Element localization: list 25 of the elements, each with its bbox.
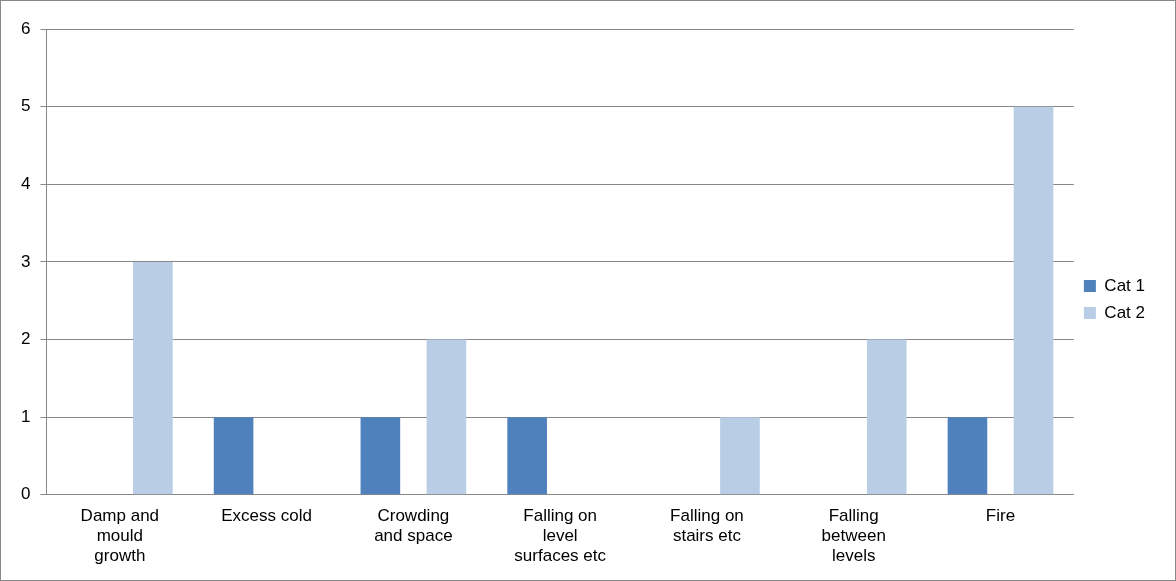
y-tick-label: 1 xyxy=(20,406,31,426)
x-tick-label: Falling on stairs etc xyxy=(670,505,744,546)
y-tick-label: 0 xyxy=(20,484,31,504)
x-tick-label: Excess cold xyxy=(221,505,312,525)
bar xyxy=(866,339,907,495)
bar xyxy=(213,417,254,495)
y-tick-label: 5 xyxy=(20,96,31,116)
y-tick-label: 3 xyxy=(20,251,31,271)
bar xyxy=(720,417,760,495)
x-tick-label: Crowding and space xyxy=(374,505,453,546)
legend-label: Cat 2 xyxy=(1104,302,1146,322)
bar xyxy=(426,339,467,495)
legend-label: Cat 1 xyxy=(1104,275,1146,295)
y-tick-label: 2 xyxy=(20,329,31,349)
bar xyxy=(133,261,173,495)
x-tick-label: Falling on level surfaces etc xyxy=(514,505,607,566)
bar xyxy=(947,417,988,495)
bar xyxy=(1013,106,1054,495)
x-tick-label: Falling between levels xyxy=(821,505,886,566)
bar xyxy=(360,417,401,495)
bar xyxy=(507,417,547,495)
y-tick-label: 6 xyxy=(20,18,31,38)
x-tick-label: Damp and mould growth xyxy=(80,505,160,566)
x-tick-label: Fire xyxy=(985,505,1016,525)
y-tick-label: 4 xyxy=(20,173,31,193)
